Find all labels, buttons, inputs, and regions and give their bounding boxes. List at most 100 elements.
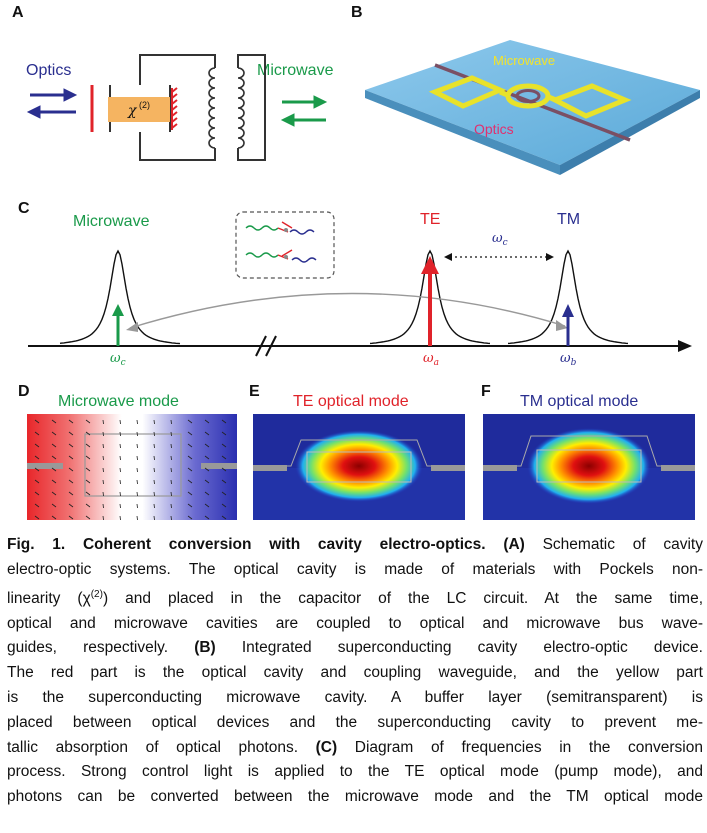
field-arrow: [85, 491, 91, 496]
field-arrow: [136, 491, 138, 497]
field-arrow: [68, 479, 74, 484]
field-arrow: [51, 491, 57, 496]
field-arrow: [136, 443, 138, 449]
field-arrow: [34, 479, 40, 484]
field-arrow: [119, 479, 121, 485]
omega-c-top: ωc: [492, 231, 508, 248]
field-arrow: [34, 419, 40, 424]
field-arrow: [51, 479, 57, 484]
field-arrow: [119, 443, 121, 449]
field-arrow: [187, 419, 193, 424]
field-arrow: [119, 503, 121, 509]
field-arrow: [153, 479, 155, 485]
field-arrow: [34, 503, 40, 508]
microwave-resonator: [428, 75, 632, 119]
optical-ring: [515, 89, 541, 103]
caption-line-4: optical and microwave cavities are coupl…: [7, 614, 703, 632]
field-arrow: [221, 455, 227, 460]
field-arrow: [187, 431, 193, 436]
field-arrow: [221, 467, 227, 472]
caption-line-8: placed between optical devices and the s…: [7, 713, 703, 731]
field-arrow: [187, 515, 193, 520]
device-3d-render: [365, 40, 700, 175]
field-arrow: [68, 455, 74, 460]
field-arrow: [85, 479, 91, 484]
figure-caption: Fig. 1. Coherent conversion with cavity …: [7, 533, 703, 810]
field-arrow: [187, 443, 193, 448]
field-arrow: [68, 419, 74, 424]
tm-label: TM: [557, 211, 581, 228]
field-arrow: [119, 491, 121, 497]
tm-mode-field-map: [483, 414, 695, 520]
field-arrow: [85, 455, 91, 460]
omega-b-axis: ωb: [560, 351, 577, 368]
field-arrow: [153, 467, 155, 473]
field-arrow: [102, 455, 104, 461]
field-arrow: [34, 515, 40, 520]
photon-wiggles-icon: [245, 221, 317, 263]
chi-label: χ: [127, 103, 138, 119]
field-arrow: [170, 419, 172, 425]
field-arrow: [136, 503, 138, 509]
field-arrow: [153, 491, 155, 497]
field-arrow: [136, 455, 138, 461]
caption-line-6: The red part is the optical cavity and c…: [7, 664, 703, 682]
field-arrow: [102, 503, 104, 509]
field-arrow: [102, 467, 104, 473]
omega-a-axis: ωa: [423, 351, 439, 368]
panel-f-label: F: [481, 383, 491, 400]
field-arrow: [34, 455, 40, 460]
field-arrow: [85, 431, 91, 436]
panel-e-label: E: [249, 383, 260, 400]
field-arrow: [204, 479, 210, 484]
field-arrow: [51, 455, 57, 460]
right-mirror: [171, 87, 178, 130]
field-arrow: [187, 479, 193, 484]
caption-line-2: electro-optic systems. The optical cavit…: [7, 560, 703, 578]
caption-line-3: linearity (χ(2)) and placed in the capac…: [7, 588, 704, 607]
field-arrow: [102, 515, 104, 520]
field-arrow: [170, 443, 172, 449]
panel-a-label: A: [12, 4, 24, 21]
field-arrow: [136, 479, 138, 485]
panel-d-label: D: [18, 383, 30, 400]
field-arrow: [136, 515, 138, 520]
field-arrow: [221, 491, 227, 496]
field-arrow: [153, 419, 155, 425]
field-arrow: [34, 467, 40, 472]
microwave-label-c: Microwave: [73, 213, 150, 230]
field-arrow: [51, 515, 57, 520]
field-arrow: [221, 503, 227, 508]
field-arrow: [221, 479, 227, 484]
panel-b-label: B: [351, 4, 363, 21]
field-arrow: [136, 467, 138, 473]
field-arrow: [102, 443, 104, 449]
panel-c-label: C: [18, 200, 30, 217]
caption-line-7: is the superconducting microwave cavity.…: [7, 688, 703, 706]
field-arrow: [102, 431, 104, 437]
microwave-mode-field-map: [27, 414, 237, 520]
field-arrow: [153, 455, 155, 461]
field-arrow: [51, 503, 57, 508]
field-arrow: [136, 419, 138, 425]
field-arrow: [51, 467, 57, 472]
field-arrow: [85, 515, 91, 520]
field-arrow: [68, 443, 74, 448]
microwave-label-a: Microwave: [257, 62, 334, 79]
microwave-label-b: Microwave: [493, 53, 556, 68]
field-arrow: [119, 467, 121, 473]
field-arrow: [85, 467, 91, 472]
field-arrow: [68, 515, 74, 520]
tm-mode-title: TM optical mode: [520, 393, 639, 410]
field-arrow: [153, 515, 155, 520]
field-arrow: [68, 431, 74, 436]
chi-sup: (2): [139, 100, 150, 110]
field-arrow: [170, 479, 172, 485]
optics-label-b: Optics: [474, 121, 514, 137]
field-arrow: [170, 467, 172, 473]
field-arrow: [153, 503, 155, 509]
field-arrow: [34, 431, 40, 436]
te-label: TE: [420, 211, 441, 228]
lc-circuit-schematic: χ (2): [26, 54, 328, 161]
field-arrow: [68, 491, 74, 496]
